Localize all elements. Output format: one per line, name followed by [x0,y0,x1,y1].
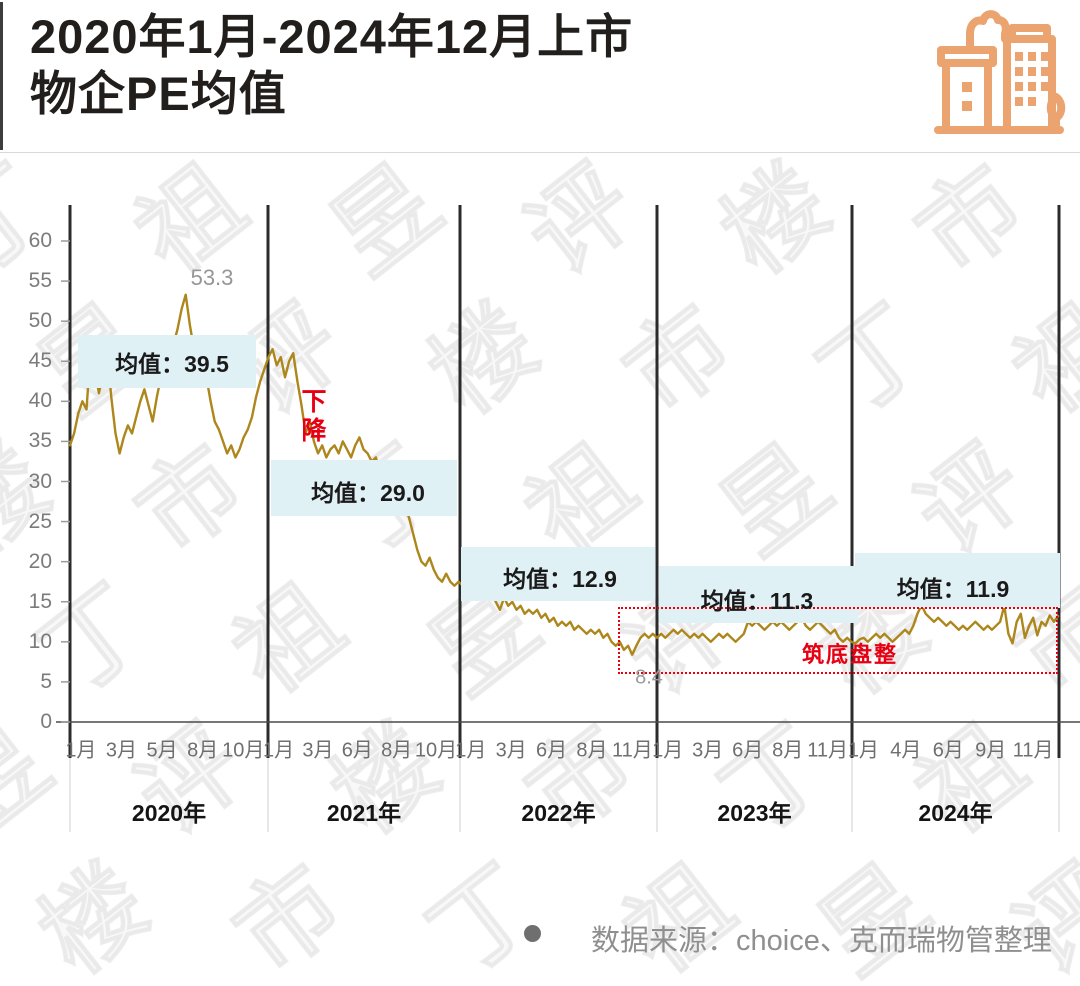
x-tick-month-label: 8月 [381,739,413,762]
x-tick-month-label: 3月 [495,739,527,762]
y-tick-label: 55 [28,269,52,293]
y-tick-label: 5 [40,669,52,693]
source-footer: 数据来源：choice、克而瑞物管整理 [0,905,1080,960]
x-tick-month-label: 1月 [847,739,879,762]
y-tick-label: 25 [28,509,52,533]
mean-band-2024 [855,553,1060,608]
x-tick-month-label: 5月 [146,739,178,762]
bottoming-annotation: 筑底盘整 [801,642,899,667]
title-accent-bar [0,2,3,150]
x-tick-month-label: 8月 [772,739,804,762]
y-tick-label: 10 [28,629,52,653]
x-tick-month-label: 11月 [1012,739,1054,762]
source-text: 数据来源：choice、克而瑞物管整理 [591,925,1052,957]
bullet-icon [524,925,541,942]
y-tick-label: 35 [28,429,52,453]
x-tick-month-label: 8月 [576,739,608,762]
x-tick-month-label: 6月 [536,739,568,762]
mean-label-2024: 均值：11.9 [896,576,1010,602]
x-tick-month-label: 3月 [302,739,334,762]
peak-value-label: 53.3 [190,265,234,290]
x-tick-month-label: 1月 [652,739,684,762]
x-tick-month-label: 6月 [932,739,964,762]
y-tick-label: 50 [28,309,52,333]
x-tick-month-label: 1月 [262,739,295,762]
mean-label-2022: 均值：12.9 [503,566,617,592]
x-axis-year-label: 2023年 [717,800,792,826]
page-title-line1: 2020年1月-2024年12月上市 [30,10,634,63]
y-tick-label: 45 [28,349,52,373]
x-tick-month-label: 3月 [105,739,138,762]
x-tick-month-label: 11月 [807,739,849,762]
x-tick-month-label: 11月 [611,739,653,762]
y-tick-label: 20 [28,549,52,573]
mean-band-2020 [78,335,256,388]
trough-value-label: 8.4 [635,666,663,689]
x-tick-month-label: 3月 [692,739,724,762]
x-tick-month-label: 6月 [341,739,373,762]
x-tick-month-label: 4月 [890,739,922,762]
mean-band-2023 [659,566,858,623]
mean-label-2023: 均值：11.3 [700,588,814,614]
page-title: 2020年1月-2024年12月上市 物企PE均值 [30,8,890,122]
x-tick-month-label: 1月 [65,739,97,762]
city-buildings-icon [934,10,1066,134]
mean-label-2020: 均值：39.5 [115,351,229,377]
decline-annotation: 下降 [298,388,326,446]
y-tick-label: 60 [28,229,52,252]
x-axis-year-label: 2021年 [326,800,402,826]
x-tick-month-label: 9月 [975,739,1007,762]
bottoming-range-box [618,607,1058,674]
x-tick-month-label: 8月 [187,739,219,762]
x-tick-month-label: 6月 [732,739,764,762]
y-tick-label: 40 [28,389,52,413]
header-divider [0,152,1080,153]
x-axis-year-label: 2022年 [521,800,596,826]
x-tick-month-label: 1月 [455,739,487,762]
mean-band-2022 [461,547,655,601]
y-tick-label: 15 [28,589,52,613]
x-axis-year-label: 2024年 [918,800,993,826]
page-title-line2: 物企PE均值 [30,67,287,120]
mean-label-2021: 均值：29.0 [311,480,425,506]
mean-band-2021 [271,460,457,516]
x-tick-month-label: 10月 [414,739,458,762]
y-tick-label: 0 [40,710,52,733]
x-tick-month-label: 10月 [222,739,265,762]
x-axis-year-label: 2020年 [131,800,207,826]
y-tick-label: 30 [28,469,52,493]
